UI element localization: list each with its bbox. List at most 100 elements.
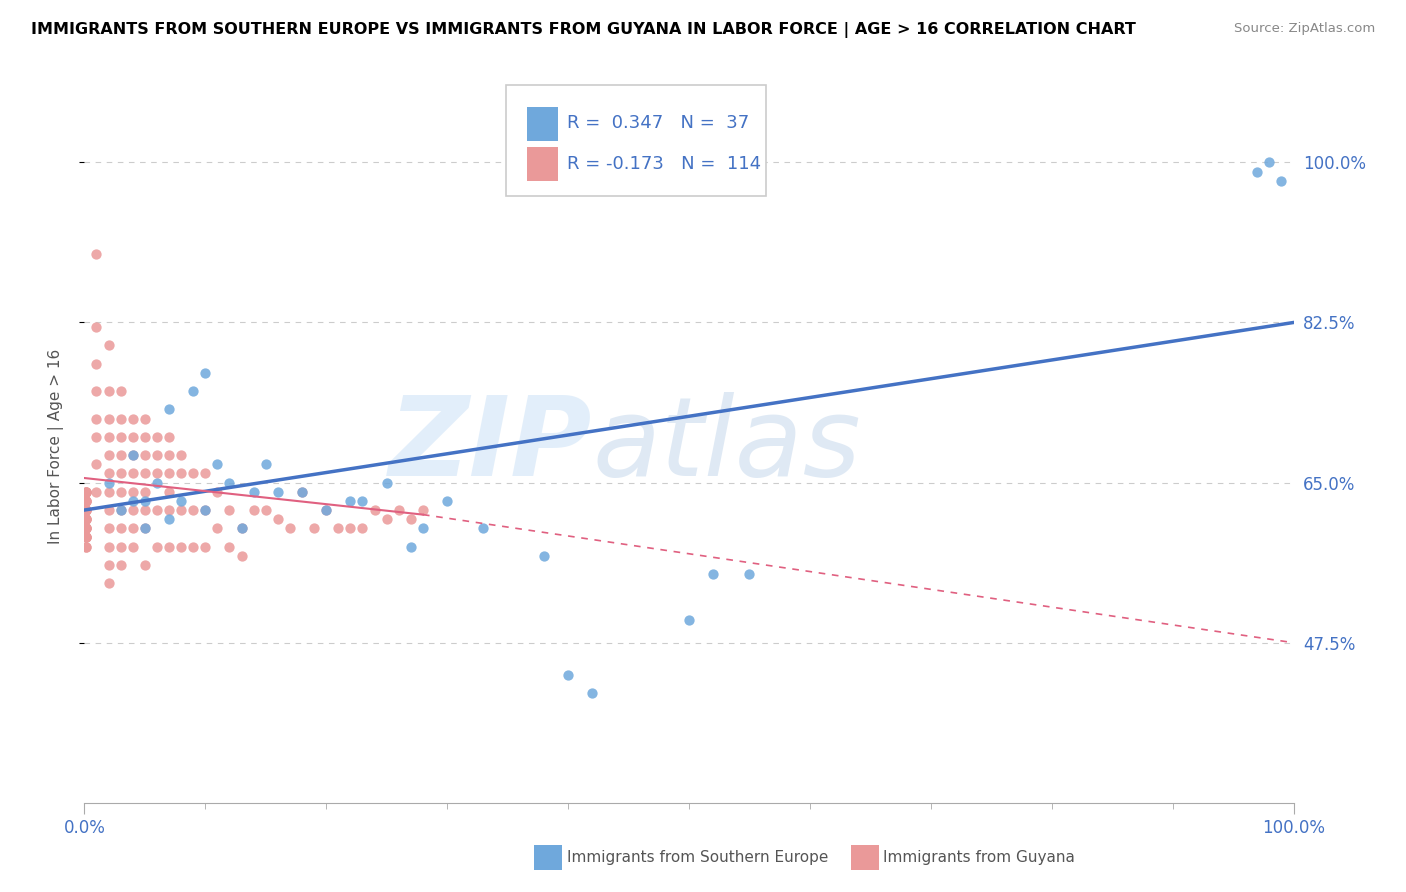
Point [86, 247, 108, 261]
Point [75, 521, 97, 535]
Point [121, 484, 143, 499]
Point [194, 503, 217, 517]
Point [110, 521, 132, 535]
Point [218, 540, 240, 554]
Point [97, 521, 120, 535]
Point [110, 503, 132, 517]
Point [97, 576, 120, 591]
Point [581, 686, 603, 700]
Point [399, 540, 422, 554]
Point [388, 503, 411, 517]
Point [75, 484, 97, 499]
Text: atlas: atlas [592, 392, 860, 500]
Point [267, 484, 290, 499]
Point [146, 475, 169, 490]
Point [533, 549, 555, 563]
Point [207, 521, 229, 535]
Point [75, 512, 97, 526]
Point [121, 430, 143, 444]
Point [121, 411, 143, 425]
Point [146, 448, 169, 462]
Point [181, 384, 204, 398]
Point [121, 540, 143, 554]
Point [339, 521, 361, 535]
Point [170, 494, 193, 508]
Point [315, 503, 337, 517]
Point [75, 540, 97, 554]
Point [97, 467, 120, 481]
Point [110, 430, 132, 444]
Point [75, 494, 97, 508]
Point [121, 448, 143, 462]
Point [557, 667, 579, 681]
Point [1246, 164, 1268, 178]
Point [134, 411, 156, 425]
Point [97, 448, 120, 462]
Point [267, 512, 290, 526]
Point [75, 484, 97, 499]
Point [110, 384, 132, 398]
Point [291, 484, 314, 499]
Point [157, 402, 180, 417]
Point [339, 494, 361, 508]
Point [75, 540, 97, 554]
Point [146, 540, 169, 554]
Point [194, 540, 217, 554]
Point [110, 467, 132, 481]
Point [75, 503, 97, 517]
Point [194, 467, 217, 481]
Point [302, 521, 325, 535]
Point [472, 521, 495, 535]
Point [170, 503, 193, 517]
Point [134, 558, 156, 572]
Point [110, 558, 132, 572]
Point [352, 494, 374, 508]
Point [134, 467, 156, 481]
Point [75, 531, 97, 545]
Point [146, 467, 169, 481]
Text: R = -0.173   N =  114: R = -0.173 N = 114 [567, 155, 761, 173]
Point [110, 448, 132, 462]
Point [86, 384, 108, 398]
Point [181, 503, 204, 517]
Point [436, 494, 458, 508]
Point [97, 475, 120, 490]
Point [75, 531, 97, 545]
Point [75, 494, 97, 508]
Point [121, 467, 143, 481]
Point [97, 540, 120, 554]
Point [86, 320, 108, 334]
Point [157, 512, 180, 526]
Point [242, 484, 264, 499]
Point [1270, 174, 1292, 188]
Point [134, 503, 156, 517]
Point [110, 503, 132, 517]
Point [231, 549, 253, 563]
Point [231, 521, 253, 535]
Point [75, 503, 97, 517]
Point [86, 484, 108, 499]
Point [254, 503, 277, 517]
Point [86, 357, 108, 371]
Point [146, 503, 169, 517]
Point [207, 458, 229, 472]
Point [134, 521, 156, 535]
Point [157, 484, 180, 499]
Point [315, 503, 337, 517]
Point [328, 521, 350, 535]
Text: R =  0.347   N =  37: R = 0.347 N = 37 [567, 114, 749, 132]
Point [1258, 155, 1281, 169]
Point [399, 512, 422, 526]
Point [75, 484, 97, 499]
Point [86, 411, 108, 425]
Point [86, 458, 108, 472]
Point [412, 521, 434, 535]
Text: Immigrants from Guyana: Immigrants from Guyana [883, 850, 1074, 864]
Point [97, 503, 120, 517]
Text: Source: ZipAtlas.com: Source: ZipAtlas.com [1234, 22, 1375, 36]
Point [110, 411, 132, 425]
Y-axis label: In Labor Force | Age > 16: In Labor Force | Age > 16 [48, 349, 63, 543]
Point [75, 512, 97, 526]
Point [110, 484, 132, 499]
Point [218, 503, 240, 517]
